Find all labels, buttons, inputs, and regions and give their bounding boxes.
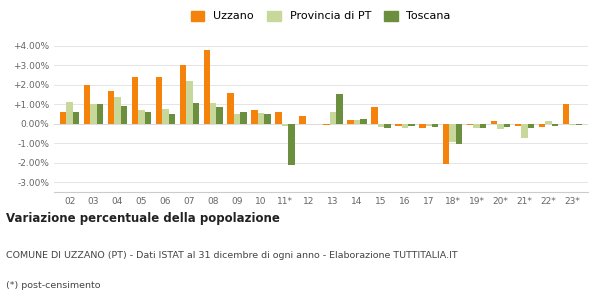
- Bar: [330, 112, 336, 124]
- Bar: [473, 124, 480, 128]
- Bar: [60, 112, 67, 124]
- Bar: [186, 81, 193, 124]
- Text: COMUNE DI UZZANO (PT) - Dati ISTAT al 31 dicembre di ogni anno - Elaborazione TU: COMUNE DI UZZANO (PT) - Dati ISTAT al 31…: [6, 251, 458, 260]
- Bar: [497, 124, 504, 129]
- Bar: [504, 124, 510, 127]
- Bar: [384, 124, 391, 128]
- Bar: [67, 102, 73, 124]
- Bar: [265, 114, 271, 124]
- Bar: [258, 113, 265, 124]
- Bar: [545, 121, 552, 124]
- Bar: [97, 104, 103, 124]
- Bar: [289, 124, 295, 165]
- Bar: [552, 124, 558, 126]
- Bar: [371, 107, 377, 124]
- Bar: [138, 110, 145, 124]
- Bar: [282, 124, 289, 126]
- Bar: [162, 109, 169, 124]
- Bar: [90, 104, 97, 124]
- Bar: [210, 103, 217, 124]
- Bar: [491, 121, 497, 124]
- Bar: [73, 112, 79, 124]
- Bar: [449, 124, 456, 142]
- Bar: [395, 124, 401, 126]
- Bar: [425, 124, 432, 126]
- Bar: [179, 65, 186, 124]
- Bar: [419, 124, 425, 128]
- Bar: [336, 94, 343, 124]
- Bar: [203, 50, 210, 124]
- Bar: [480, 124, 487, 128]
- Bar: [360, 119, 367, 124]
- Text: (*) post-censimento: (*) post-censimento: [6, 281, 101, 290]
- Bar: [193, 103, 199, 124]
- Bar: [563, 104, 569, 124]
- Bar: [539, 124, 545, 127]
- Bar: [241, 112, 247, 124]
- Bar: [234, 114, 241, 124]
- Bar: [521, 124, 528, 138]
- Bar: [227, 92, 234, 124]
- Bar: [569, 124, 575, 125]
- Bar: [353, 120, 360, 124]
- Bar: [377, 124, 384, 127]
- Bar: [456, 124, 463, 144]
- Bar: [114, 98, 121, 124]
- Bar: [108, 91, 114, 124]
- Bar: [299, 116, 306, 124]
- Bar: [121, 106, 127, 124]
- Bar: [169, 114, 175, 124]
- Legend: Uzzano, Provincia di PT, Toscana: Uzzano, Provincia di PT, Toscana: [188, 7, 454, 25]
- Bar: [275, 112, 282, 124]
- Bar: [467, 124, 473, 125]
- Bar: [155, 77, 162, 124]
- Bar: [515, 124, 521, 126]
- Bar: [217, 107, 223, 124]
- Bar: [432, 124, 439, 127]
- Bar: [401, 124, 408, 128]
- Bar: [528, 124, 534, 128]
- Bar: [323, 124, 330, 125]
- Bar: [443, 124, 449, 164]
- Bar: [145, 112, 151, 124]
- Text: Variazione percentuale della popolazione: Variazione percentuale della popolazione: [6, 212, 280, 225]
- Bar: [132, 77, 138, 124]
- Bar: [408, 124, 415, 126]
- Bar: [251, 110, 258, 124]
- Bar: [347, 120, 353, 124]
- Bar: [575, 124, 582, 125]
- Bar: [84, 85, 90, 124]
